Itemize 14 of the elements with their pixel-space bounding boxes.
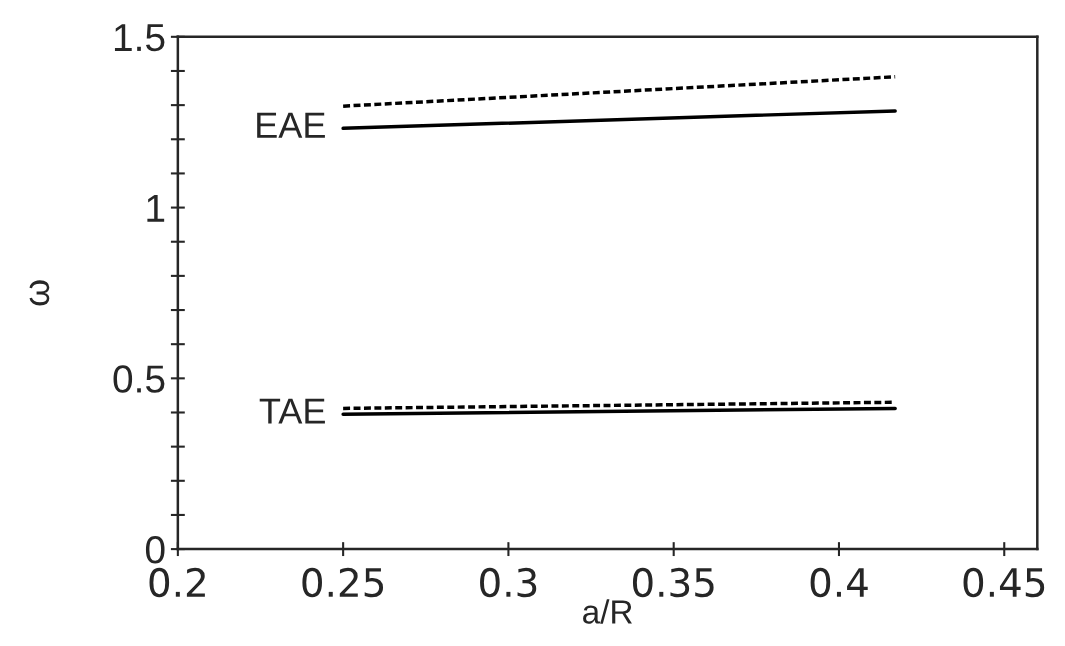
x-tick-label: 0.3 (480, 567, 537, 598)
annotation: TAE (259, 398, 325, 424)
x-tick-label: 0.2 (149, 567, 205, 598)
y-tick-label: 0 (145, 536, 165, 564)
y-tick-label: 1 (147, 194, 165, 222)
y-tick-label: 1.5 (114, 24, 165, 52)
annotation: EAE (257, 112, 325, 138)
x-tick-label: 0.45 (963, 567, 1045, 598)
x-tick-label: 0.25 (302, 567, 384, 598)
y-axis-title: ω (29, 280, 50, 306)
y-tick-label: 0.5 (113, 365, 165, 393)
x-tick-label: 0.35 (632, 567, 714, 598)
x-tick-label: 0.4 (810, 567, 868, 598)
x-axis-title: a/R (583, 599, 632, 624)
